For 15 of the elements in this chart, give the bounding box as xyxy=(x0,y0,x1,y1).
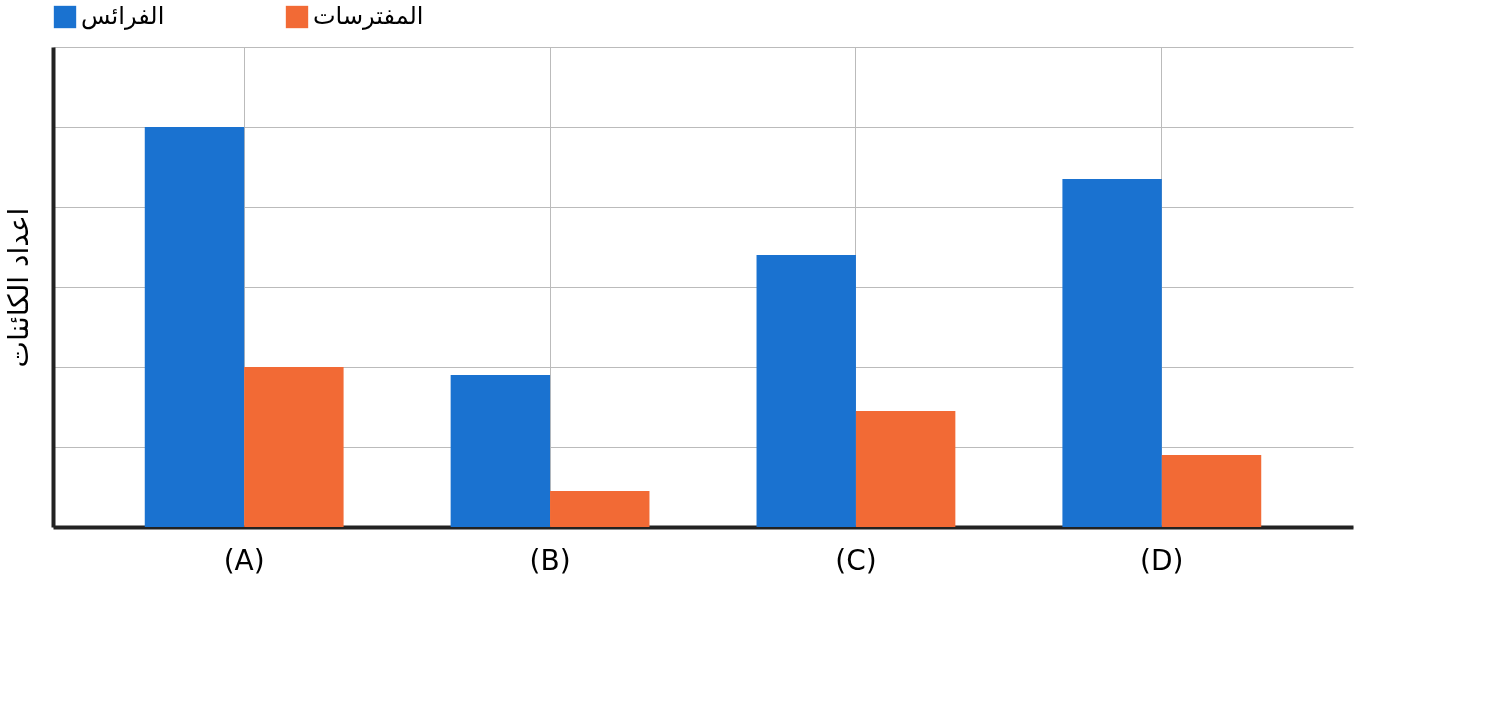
bar xyxy=(450,375,551,527)
bar xyxy=(1161,455,1262,527)
bar xyxy=(144,127,245,527)
bar xyxy=(855,411,956,527)
bar xyxy=(244,367,344,527)
bar xyxy=(550,491,650,527)
bar xyxy=(1062,179,1162,527)
x-tick-label: (A) xyxy=(223,543,265,577)
bar xyxy=(756,255,856,527)
x-tick-label: (C) xyxy=(835,543,877,577)
legend-label: الفرائس xyxy=(81,2,165,30)
y-axis-title: اعداد الكائنات xyxy=(1,207,35,368)
legend-label: المفترسات xyxy=(313,2,424,30)
x-tick-label: (D) xyxy=(1140,543,1184,577)
x-tick-label: (B) xyxy=(529,543,571,577)
